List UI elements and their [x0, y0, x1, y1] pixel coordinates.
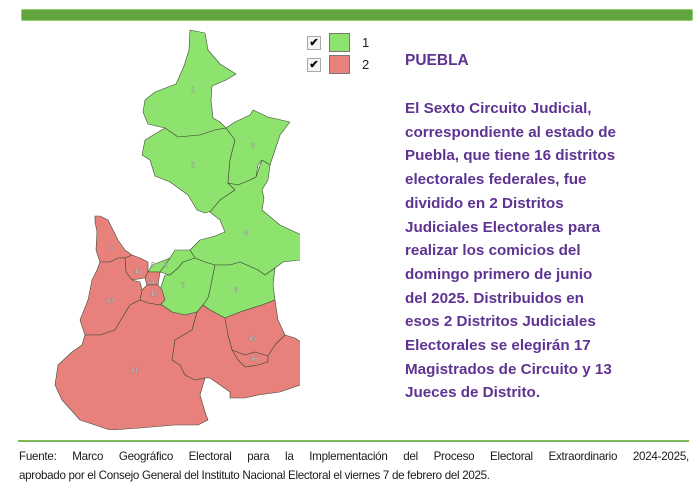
district-label: 7 — [181, 283, 185, 290]
paragraph-line: electorales federales, fue — [405, 171, 587, 189]
legend-checkbox-2[interactable]: ✔ — [307, 57, 321, 72]
paragraph-line: Jueces de Distrito. — [405, 384, 541, 402]
paragraph-line: Magistrados de Circuito y 13 — [405, 360, 612, 378]
district-5[interactable] — [94, 215, 133, 263]
state-title: PUEBLA — [405, 52, 469, 69]
legend-item-1: ✔ 1 — [307, 33, 369, 52]
district-label: 2 — [191, 162, 195, 169]
legend-swatch-1 — [329, 33, 350, 52]
footer-divider — [18, 440, 689, 442]
district-label: 3 — [251, 143, 255, 150]
source-line-2: aprobado por el Consejo General del Inst… — [19, 469, 490, 482]
legend-label-1: 1 — [362, 35, 370, 50]
district-1[interactable] — [142, 29, 237, 138]
district-label: 11 — [148, 279, 155, 286]
legend-checkbox-1[interactable]: ✔ — [307, 35, 321, 50]
paragraph-line: Puebla, que tiene 16 distritos — [405, 147, 616, 165]
district-label: 13 — [106, 298, 114, 305]
district-label: 9 — [151, 262, 155, 269]
paragraph-line: esos 2 Distritos Judiciales — [405, 313, 596, 331]
district-14-east[interactable] — [171, 304, 300, 399]
district-label: 10 — [134, 269, 142, 276]
paragraph-line: dividido en 2 Distritos — [405, 194, 564, 212]
source-line-1: Fuente: Marco Geográfico Electoral para … — [19, 450, 689, 463]
district-label: 14 — [130, 368, 138, 375]
paragraph-line: realizar los comicios del — [405, 242, 581, 260]
paragraph-line: domingo primero de junio — [405, 265, 593, 283]
paragraph-line: El Sexto Circuito Judicial, — [405, 100, 592, 117]
description-paragraph: El Sexto Circuito Judicial, correspondie… — [405, 97, 616, 405]
paragraph-line: Electorales se elegirán 17 — [405, 337, 591, 355]
header-bar — [21, 9, 693, 21]
district-label: 4 — [244, 230, 248, 237]
legend-label-2: 2 — [362, 57, 370, 72]
district-label: 8 — [234, 287, 238, 294]
legend-swatch-2 — [329, 55, 350, 74]
paragraph-line: Judiciales Electorales para — [405, 218, 601, 236]
district-label: 16 — [250, 356, 258, 363]
district-label: 15 — [248, 336, 256, 343]
district-11[interactable] — [144, 271, 161, 286]
paragraph-line: del 2025. Distribuidos en — [405, 289, 584, 307]
district-labels: 1 2 3 4 6 7 8 9 5 10 11 12 13 14 15 16 — [106, 87, 258, 375]
district-label: 5 — [109, 246, 113, 253]
paragraph-line: correspondiente al estado de — [405, 123, 616, 141]
district-label: 1 — [191, 87, 195, 94]
legend-item-2: ✔ 2 — [307, 55, 369, 74]
district-14[interactable] — [54, 299, 209, 430]
source-note: Fuente: Marco Geográfico Electoral para … — [19, 447, 689, 485]
district-label: 12 — [150, 291, 158, 298]
puebla-districts-map: 1 2 3 4 6 7 8 9 5 10 11 12 13 14 15 16 — [54, 29, 300, 430]
district-label: 6 — [164, 262, 168, 269]
